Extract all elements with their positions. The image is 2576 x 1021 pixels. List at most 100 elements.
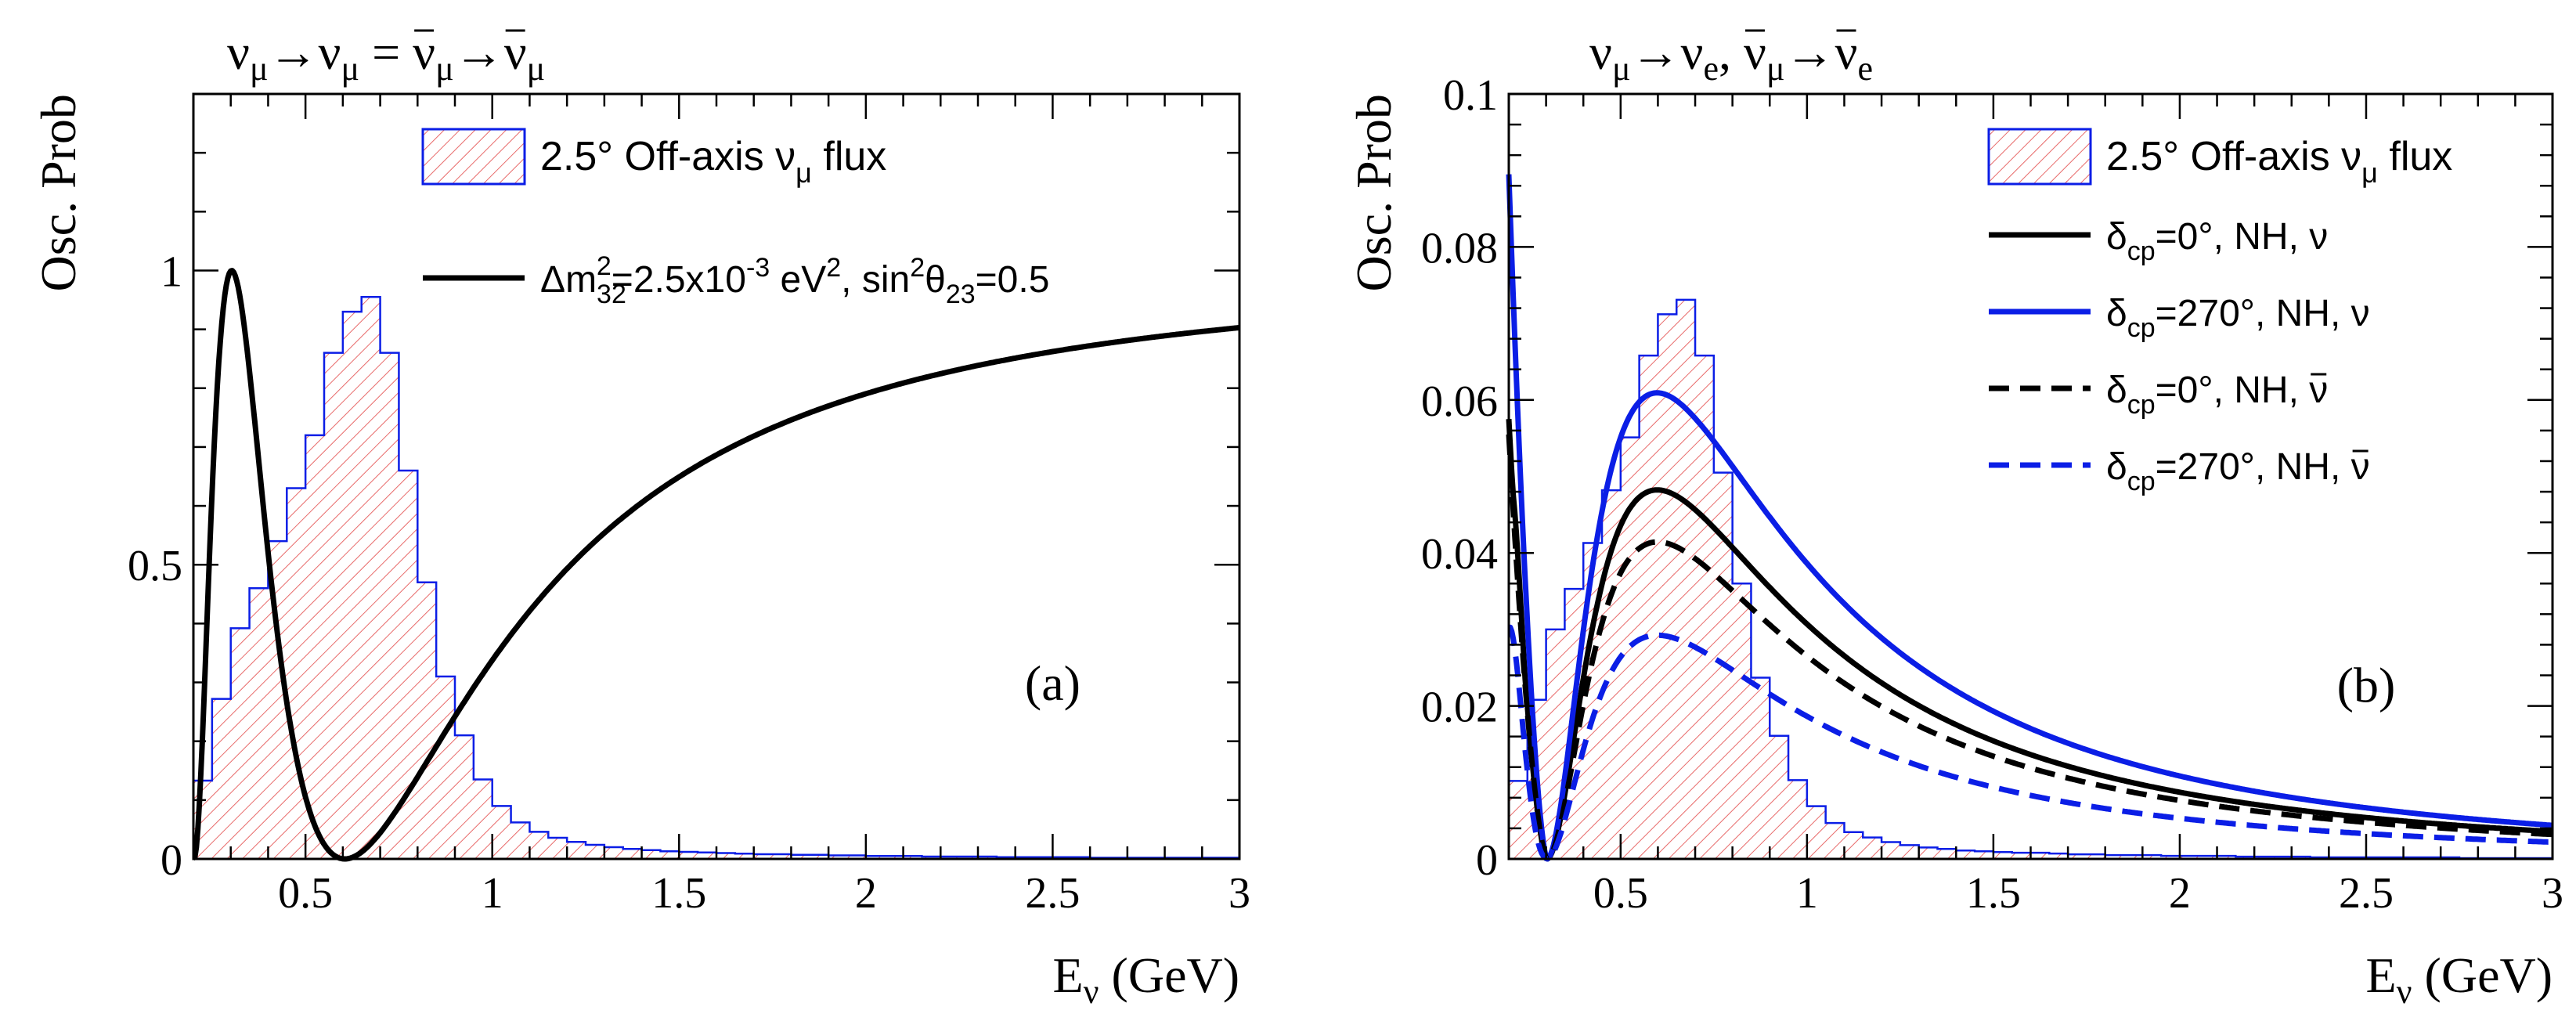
series-line-0 bbox=[192, 268, 1241, 862]
text-part: cp bbox=[2127, 313, 2156, 343]
y-tick-label: 0 bbox=[161, 836, 182, 885]
text-part: =0.5 bbox=[976, 259, 1050, 301]
text-part: δ bbox=[2106, 446, 2127, 488]
legend-curve-label: δcp=270°, NH, ν bbox=[2106, 446, 2370, 496]
y-tick-label: 0.08 bbox=[1421, 224, 1498, 272]
x-tick-label: 2.5 bbox=[1025, 869, 1080, 918]
x-tick-label: 0.5 bbox=[1593, 869, 1648, 918]
text-part: e bbox=[1703, 49, 1719, 88]
y-tick-label: 0 bbox=[1476, 836, 1498, 885]
x-tick-label: 2 bbox=[2169, 869, 2191, 918]
legend-curve-label: Δm322=2.5x10-3 eV2, sin2θ23=0.5 bbox=[540, 251, 1049, 309]
y-tick-label: 0.06 bbox=[1421, 377, 1498, 426]
x-tick-label: 2 bbox=[855, 869, 877, 918]
x-tick-label: 3 bbox=[2542, 869, 2563, 918]
antineutrino-symbol: ν bbox=[1835, 24, 1858, 80]
text-part: 2.5° Off-axis ν bbox=[540, 134, 796, 179]
text-part: cp bbox=[2127, 467, 2156, 496]
x-tick-label: 0.5 bbox=[278, 869, 333, 918]
y-tick-label: 0.5 bbox=[128, 542, 182, 590]
legend-flux-label: 2.5° Off-axis νμ flux bbox=[540, 134, 886, 189]
text-part: ν bbox=[1084, 972, 1099, 1011]
legend-curve-label: δcp=0°, NH, ν bbox=[2106, 370, 2328, 420]
text-part: δ bbox=[2106, 216, 2127, 258]
text-part: μ bbox=[2361, 157, 2378, 189]
x-tick-label: 1 bbox=[1796, 869, 1818, 918]
text-part: μ bbox=[1766, 49, 1785, 88]
panel-label: (b) bbox=[2337, 658, 2396, 713]
y-tick-label: 1 bbox=[161, 247, 182, 296]
x-axis-label: Eν (GeV) bbox=[2366, 947, 2553, 1011]
text-part: e bbox=[1857, 49, 1873, 88]
text-part: δ bbox=[2106, 370, 2127, 411]
text-part: =0°, NH, ν bbox=[2156, 370, 2329, 411]
x-tick-label: 1.5 bbox=[651, 869, 706, 918]
text-part: ν bbox=[1589, 24, 1612, 80]
flux-histogram bbox=[192, 296, 1241, 860]
series-line-2 bbox=[1506, 434, 2554, 862]
text-part: 2.5° Off-axis ν bbox=[2106, 134, 2361, 179]
text-part: -3 bbox=[746, 253, 770, 283]
legend-curve-label: δcp=270°, NH, ν bbox=[2106, 293, 2370, 343]
text-part: flux bbox=[812, 134, 886, 179]
flux-histogram bbox=[1507, 298, 2554, 860]
y-tick-label: 0.1 bbox=[1443, 71, 1498, 120]
text-part: 23 bbox=[946, 280, 976, 309]
antineutrino-symbol: ν bbox=[504, 24, 527, 80]
text-part: μ bbox=[1612, 49, 1631, 88]
text-part: → bbox=[1631, 24, 1681, 80]
text-part: ν bbox=[2397, 972, 2412, 1011]
series-line-3 bbox=[1507, 624, 2554, 862]
text-part: cp bbox=[2127, 390, 2156, 420]
text-part: δ bbox=[2106, 293, 2127, 334]
text-part: , bbox=[1719, 24, 1744, 80]
antineutrino-symbol: ν bbox=[413, 24, 435, 80]
text-part: =0°, NH, ν bbox=[2156, 216, 2329, 258]
series-line-0 bbox=[1506, 419, 2554, 862]
antineutrino-symbol: ν bbox=[1744, 24, 1766, 80]
legend-flux-swatch bbox=[1987, 128, 2092, 186]
x-tick-label: 1 bbox=[482, 869, 503, 918]
legend-curve-label: δcp=0°, NH, ν bbox=[2106, 216, 2328, 266]
text-part: 32 bbox=[597, 280, 626, 309]
x-tick-label: 2.5 bbox=[2339, 869, 2394, 918]
text-part: μ bbox=[435, 49, 454, 88]
text-part: μ bbox=[341, 49, 359, 88]
text-part: Δm bbox=[540, 259, 597, 301]
panel-title: νμ→νe, νμ→νe bbox=[1589, 24, 1873, 88]
text-part: ν bbox=[227, 24, 250, 80]
text-part: θ bbox=[925, 259, 946, 301]
text-part: = bbox=[359, 24, 413, 80]
y-axis-label: Osc. Prob bbox=[1346, 94, 1402, 291]
panel-label: (a) bbox=[1025, 655, 1081, 711]
text-part: (GeV) bbox=[1099, 947, 1239, 1003]
x-axis-label: Eν (GeV) bbox=[1053, 947, 1239, 1011]
panel-a-oscillation-plot: 0.5 1 1.5 2 2.5 3 0 0.5 1 Eν (GeV) Osc. Prob νμ→νμ … bbox=[31, 24, 1250, 1011]
text-part: flux bbox=[2378, 134, 2452, 179]
text-part: → bbox=[269, 24, 319, 80]
text-part: , sin bbox=[841, 259, 910, 301]
text-part: E bbox=[2366, 947, 2397, 1003]
series-line-1 bbox=[1506, 174, 2554, 862]
legend-flux-label: 2.5° Off-axis νμ flux bbox=[2106, 134, 2452, 189]
y-tick-label: 0.04 bbox=[1421, 530, 1498, 579]
x-tick-label: 3 bbox=[1228, 869, 1250, 918]
y-tick-label: 0.02 bbox=[1421, 684, 1498, 732]
text-part: μ bbox=[527, 49, 546, 88]
text-part: μ bbox=[250, 49, 269, 88]
text-part: =270°, NH, ν bbox=[2156, 293, 2370, 334]
text-part: 2 bbox=[910, 253, 925, 283]
y-axis-label: Osc. Prob bbox=[31, 94, 86, 291]
panel-title: νμ→νμ = νμ→νμ bbox=[227, 24, 545, 88]
x-tick-label: 1.5 bbox=[1966, 869, 2021, 918]
legend-flux-swatch bbox=[421, 128, 526, 186]
text-part: (GeV) bbox=[2412, 947, 2553, 1003]
text-part: ν bbox=[1681, 24, 1704, 80]
text-part: 2 bbox=[597, 251, 612, 281]
panel-b-appearance-plot: 0.5 1 1.5 2 2.5 3 0 0.02 0.04 0.06 0.08 0.1 Eν (GeV)… bbox=[1346, 24, 2563, 1011]
text-part: 2 bbox=[826, 253, 841, 283]
text-part: =270°, NH, ν bbox=[2156, 446, 2370, 488]
text-part: μ bbox=[796, 157, 812, 189]
text-part: E bbox=[1053, 947, 1084, 1003]
